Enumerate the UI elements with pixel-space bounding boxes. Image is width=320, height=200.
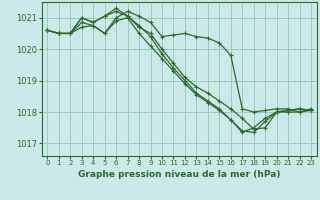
X-axis label: Graphe pression niveau de la mer (hPa): Graphe pression niveau de la mer (hPa): [78, 170, 280, 179]
